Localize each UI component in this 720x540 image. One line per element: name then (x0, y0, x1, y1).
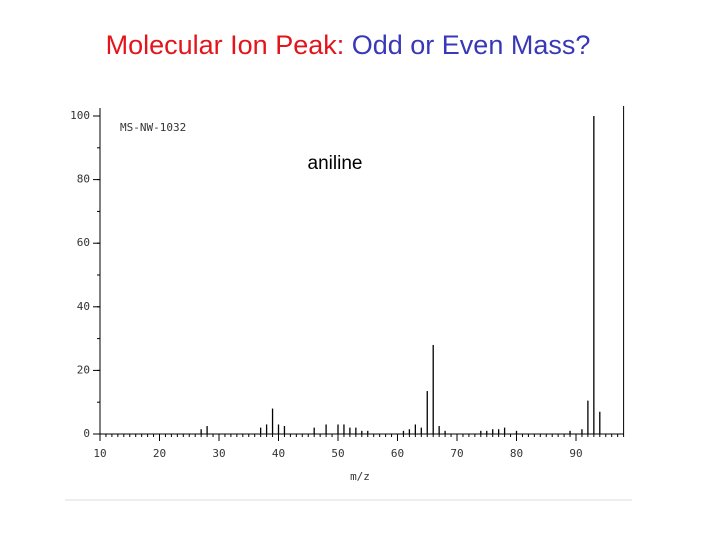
y-tick-label: 60 (77, 236, 90, 249)
annotation: aniline (308, 153, 363, 174)
x-axis-label: m/z (350, 470, 370, 483)
title-part: Odd or Even Mass? (352, 30, 591, 60)
x-tick-label: 10 (93, 447, 106, 460)
x-tick-label: 50 (331, 447, 344, 460)
x-tick-label: 60 (391, 447, 404, 460)
spectrum-code: MS-NW-1032 (120, 121, 186, 134)
title-part: Molecular Ion Peak: (106, 30, 345, 60)
y-tick-label: 80 (77, 173, 90, 186)
x-tick-label: 80 (510, 447, 523, 460)
y-tick-label: 100 (70, 109, 90, 122)
slide-title: Molecular Ion Peak: Odd or Even Mass? (106, 30, 591, 60)
y-tick-label: 20 (77, 363, 90, 376)
x-tick-label: 40 (272, 447, 285, 460)
y-tick-label: 0 (83, 427, 90, 440)
x-tick-label: 20 (153, 447, 166, 460)
x-tick-label: 70 (450, 447, 463, 460)
x-tick-label: 30 (212, 447, 225, 460)
x-tick-label: 90 (569, 447, 582, 460)
y-tick-label: 40 (77, 300, 90, 313)
